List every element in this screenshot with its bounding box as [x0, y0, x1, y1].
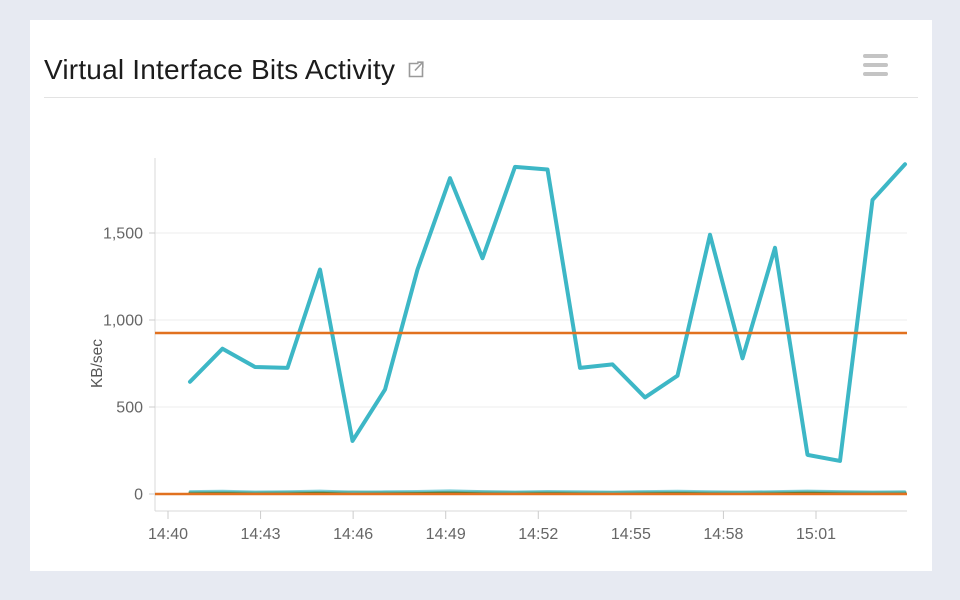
external-link-icon[interactable]: [405, 59, 426, 85]
y-tick-label: 1,500: [103, 226, 143, 243]
hamburger-menu-icon[interactable]: [863, 54, 888, 76]
line-chart: 0 500 1,000 1,500 14:40 14:43 14:46 14:49 14:52 1…: [89, 158, 907, 543]
series-near-zero-teal-line: [188, 489, 907, 493]
x-tick-label: 14:43: [241, 526, 281, 543]
header-divider: [44, 97, 918, 98]
x-tick-label: 14:58: [703, 526, 743, 543]
x-tick-label: 14:52: [518, 526, 558, 543]
x-tick-label: 14:46: [333, 526, 373, 543]
series-main-teal-line: [188, 162, 907, 463]
y-tick-label: 500: [116, 400, 143, 417]
x-tick-label: 14:40: [148, 526, 188, 543]
x-tick-label: 14:49: [426, 526, 466, 543]
y-axis-title: KB/sec: [89, 339, 106, 388]
chart-widget-card: Virtual Interface Bits Activity 0 500 1,00…: [30, 20, 932, 571]
widget-title: Virtual Interface Bits Activity: [44, 54, 396, 85]
y-tick-label: 1,000: [103, 313, 143, 330]
chart-area: 0 500 1,000 1,500 14:40 14:43 14:46 14:49 14:52 1…: [30, 98, 932, 571]
widget-header: Virtual Interface Bits Activity: [44, 48, 918, 92]
x-tick-label: 14:55: [611, 526, 651, 543]
series-near-zero-green-line: [188, 490, 907, 495]
y-tick-label: 0: [134, 487, 143, 504]
x-tick-label: 15:01: [796, 526, 836, 543]
